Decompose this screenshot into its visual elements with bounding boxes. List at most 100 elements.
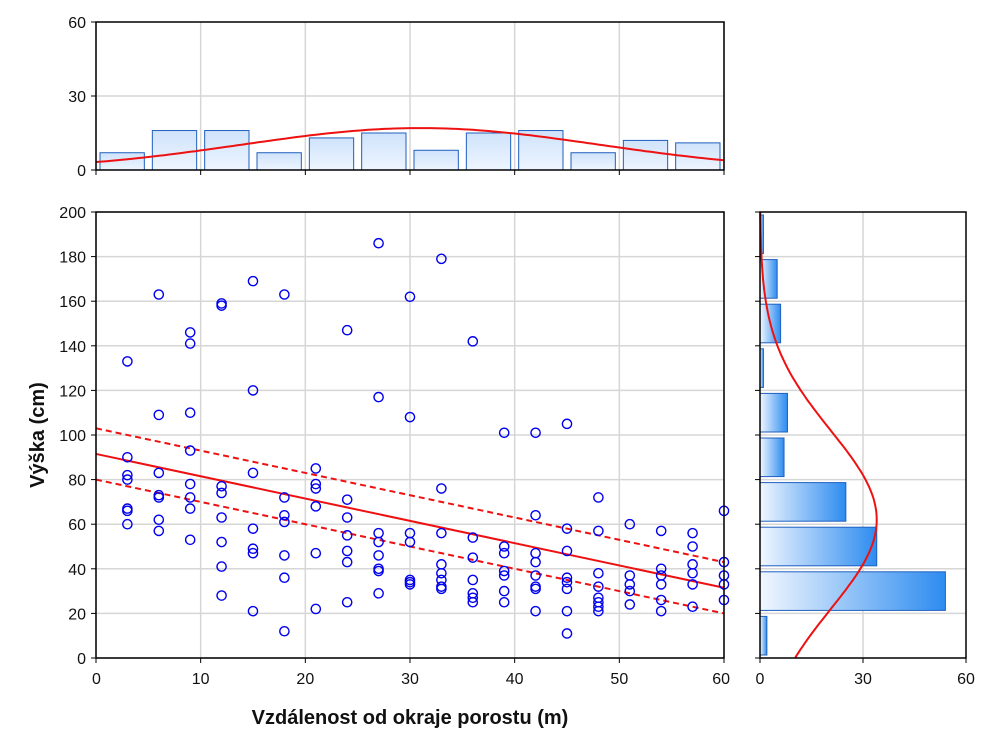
data-point [216, 590, 227, 601]
data-point [216, 480, 227, 492]
data-point [561, 583, 573, 595]
data-point [404, 536, 416, 548]
data-point [593, 492, 604, 503]
right-histogram-bar [759, 437, 785, 478]
data-point [247, 547, 259, 559]
data-point [687, 567, 698, 579]
right-x-tick-label: 0 [756, 671, 765, 688]
data-point [184, 534, 196, 546]
data-point [122, 505, 133, 517]
top-histogram-bar [570, 152, 616, 171]
right-histogram-bar [759, 571, 946, 611]
data-point [624, 518, 636, 530]
top-histogram-bar [151, 130, 198, 171]
data-point [341, 545, 353, 557]
right-histogram-bar [759, 615, 768, 656]
data-point [467, 532, 479, 543]
data-point [279, 516, 290, 528]
data-point [687, 527, 698, 539]
data-point [373, 527, 384, 539]
data-point [655, 594, 667, 606]
y-tick-label: 120 [59, 383, 86, 400]
data-point [279, 625, 290, 637]
data-point [530, 427, 541, 439]
top-y-tick-label: 30 [68, 89, 86, 106]
y-tick-label: 0 [77, 651, 86, 668]
data-point [279, 572, 290, 584]
data-point [153, 467, 165, 479]
data-point [153, 514, 165, 526]
data-point [498, 585, 510, 597]
data-point [561, 576, 573, 588]
data-point [436, 559, 447, 570]
data-point [687, 559, 698, 570]
top-histogram-bar [204, 130, 250, 171]
data-point [404, 579, 416, 590]
data-point [498, 570, 510, 581]
data-point [122, 518, 133, 530]
y-tick-label: 60 [68, 517, 86, 534]
data-point [216, 561, 227, 572]
data-point [341, 556, 353, 568]
x-tick-label: 60 [712, 671, 730, 688]
data-point [122, 356, 133, 367]
right-histogram-panel: 0 30 60 [755, 211, 975, 688]
x-tick-label: 30 [401, 671, 419, 688]
data-point [593, 581, 604, 592]
data-point [153, 525, 165, 537]
data-point [561, 418, 573, 430]
data-point [655, 605, 667, 617]
data-point [184, 338, 196, 349]
data-point [184, 407, 196, 419]
right-x-tick-label: 60 [957, 671, 975, 688]
data-point [153, 289, 165, 300]
data-point [247, 275, 259, 287]
data-point [530, 547, 541, 559]
data-point [310, 547, 322, 559]
data-point [561, 628, 573, 639]
right-normal-curve [759, 212, 878, 659]
data-point [624, 585, 636, 597]
data-point [687, 541, 698, 552]
data-point [655, 579, 667, 590]
data-point [247, 467, 259, 479]
data-point [341, 494, 353, 505]
data-point [341, 324, 353, 336]
data-point [373, 391, 384, 403]
x-tick-label: 20 [296, 671, 314, 688]
data-point [655, 563, 667, 575]
data-point [184, 327, 196, 338]
confidence-upper-line [95, 427, 725, 564]
data-point [436, 567, 447, 579]
data-point [184, 478, 196, 490]
data-point [247, 523, 259, 534]
data-point [404, 411, 416, 423]
top-y-tick-label: 0 [77, 163, 86, 180]
data-point [530, 605, 541, 617]
data-point [530, 509, 541, 521]
data-point [184, 492, 196, 503]
data-point [341, 512, 353, 523]
data-point [593, 601, 604, 613]
data-point [467, 574, 479, 586]
data-point [247, 605, 259, 617]
data-point [624, 599, 636, 610]
y-tick-label: 160 [59, 294, 86, 311]
data-point [624, 570, 636, 581]
data-point [530, 570, 541, 581]
right-histogram-bar [759, 526, 878, 567]
data-point [122, 451, 133, 463]
y-tick-label: 80 [68, 473, 86, 490]
data-point [279, 492, 290, 503]
data-point [247, 543, 259, 555]
y-tick-label: 140 [59, 339, 86, 356]
data-point [310, 483, 322, 494]
data-point [341, 596, 353, 608]
data-point [216, 487, 227, 499]
top-histogram-bar [256, 152, 302, 171]
data-point [561, 605, 573, 617]
data-point [247, 385, 259, 396]
data-point [122, 469, 133, 481]
top-histogram-bar [622, 139, 669, 171]
